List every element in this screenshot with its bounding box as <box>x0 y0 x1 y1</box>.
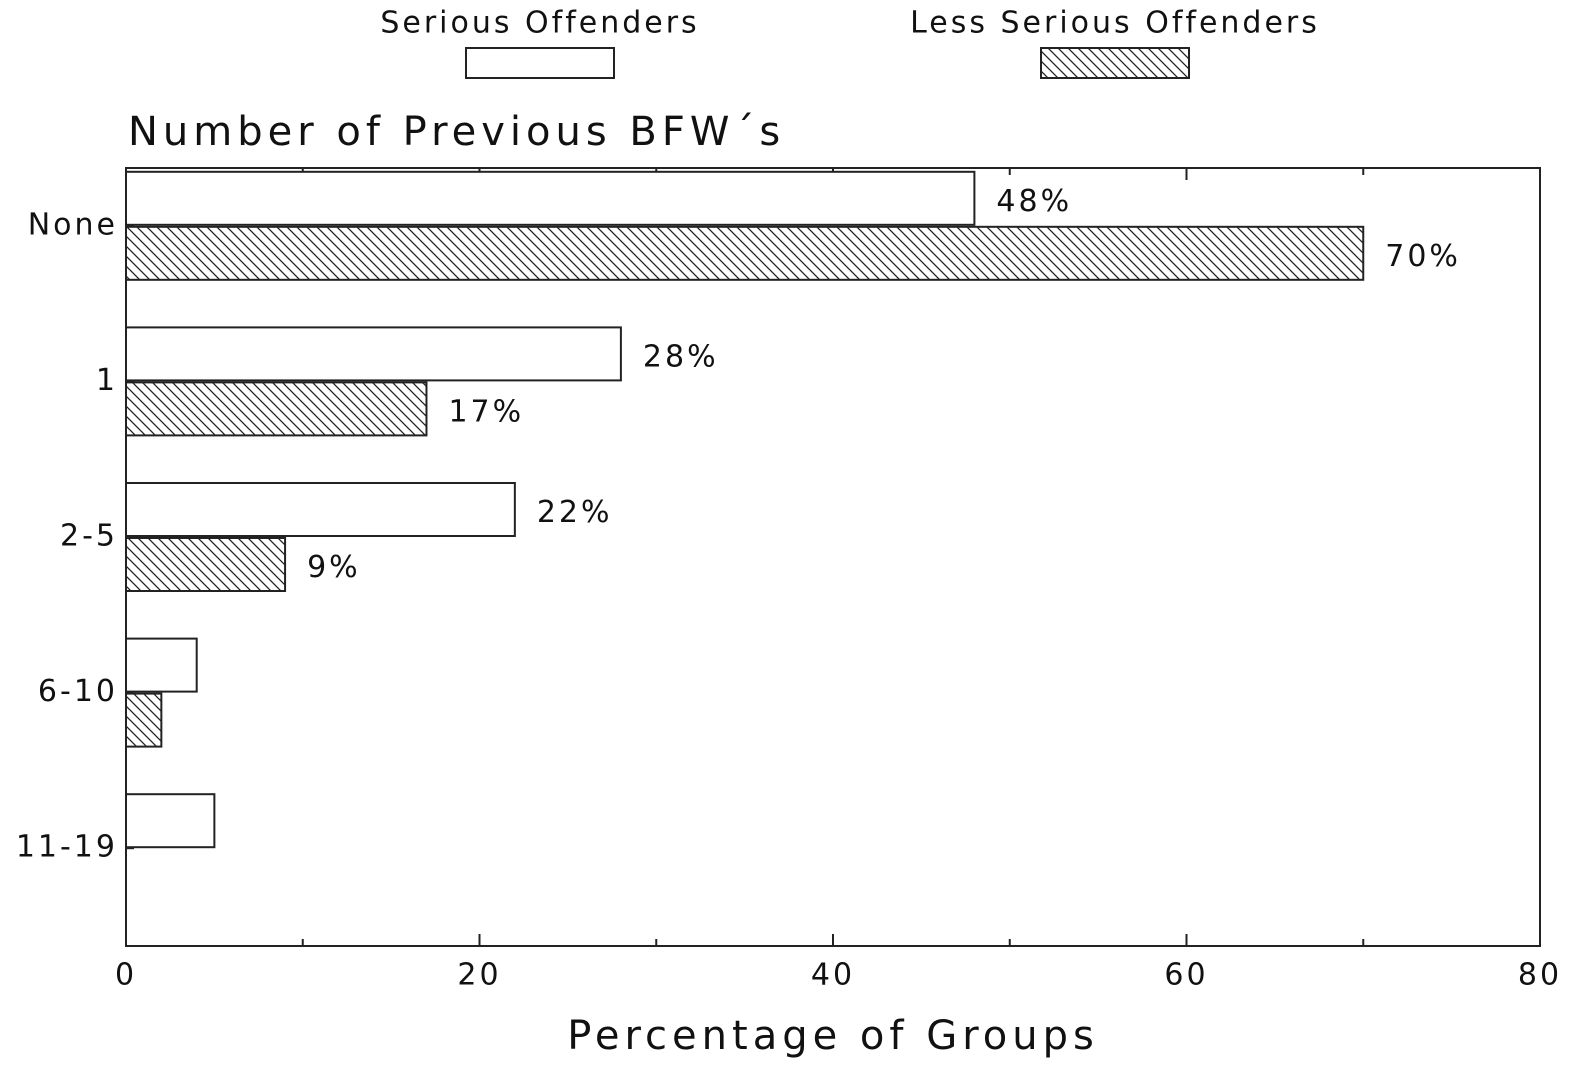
x-tick-label: 0 <box>115 958 137 993</box>
bar <box>125 170 976 226</box>
y-tick-label: None <box>28 207 118 242</box>
legend-swatch <box>465 47 615 79</box>
data-label: 9% <box>307 550 361 585</box>
y-tick-label: 1 <box>96 363 118 398</box>
bar <box>125 793 216 849</box>
y-tick-label: 11-19 <box>16 830 118 865</box>
data-label: 17% <box>448 394 524 429</box>
bar <box>125 381 428 437</box>
y-tick-label: 2-5 <box>60 519 118 554</box>
legend-label: Less Serious Offenders <box>910 6 1320 41</box>
x-axis-label: Percentage of Groups <box>567 1013 1099 1059</box>
bar <box>125 537 287 592</box>
legend-swatch <box>1040 47 1190 79</box>
x-tick-label: 60 <box>1164 958 1208 993</box>
chart-title: Number of Previous BFW´s <box>128 109 785 155</box>
bar <box>125 326 622 382</box>
data-label: 70% <box>1385 239 1461 274</box>
y-tick-label: 6-10 <box>38 674 118 709</box>
data-label: 28% <box>643 339 719 374</box>
bar <box>125 637 198 693</box>
data-label: 48% <box>996 184 1072 219</box>
legend-label: Serious Offenders <box>380 6 699 41</box>
x-tick-label: 40 <box>811 958 855 993</box>
x-tick-label: 80 <box>1518 958 1562 993</box>
bar <box>125 225 1365 281</box>
x-tick-label: 20 <box>457 958 501 993</box>
bar <box>125 482 516 537</box>
data-label: 22% <box>537 495 613 530</box>
bar <box>125 692 163 748</box>
